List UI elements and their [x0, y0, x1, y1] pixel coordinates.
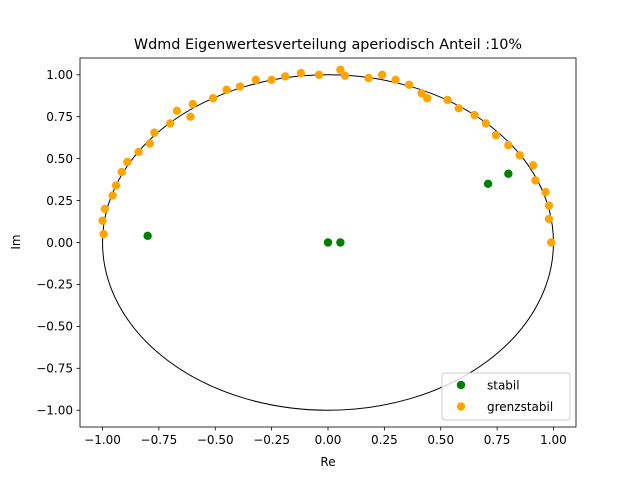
point-grenzstabil-13 — [188, 99, 197, 109]
point-grenzstabil-0 — [99, 229, 108, 239]
plot-content — [98, 65, 556, 411]
y-tick-label: −0.75 — [36, 362, 73, 376]
x-axis-title: Re — [320, 455, 335, 469]
point-grenzstabil-39 — [541, 187, 550, 197]
y-axis-title: Im — [9, 234, 23, 249]
x-tick-label: −1.00 — [84, 433, 121, 447]
point-stabil-4 — [504, 169, 513, 178]
y-tick-label: 0.75 — [46, 110, 73, 124]
point-grenzstabil-25 — [377, 70, 387, 79]
x-axis: −1.00 −0.75 −0.50 −0.25 0.00 0.25 0.50 0.75 1.00 — [84, 427, 567, 447]
legend-box — [441, 372, 571, 421]
point-grenzstabil-28 — [417, 89, 426, 98]
x-tick-label: 0.25 — [371, 433, 398, 447]
y-tick-label: −0.50 — [36, 320, 73, 334]
point-grenzstabil-19 — [280, 72, 290, 81]
legend: stabil grenzstabil — [441, 372, 571, 421]
point-stabil-2 — [336, 238, 345, 247]
point-grenzstabil-7 — [134, 147, 143, 157]
x-tick-label: −0.50 — [197, 433, 234, 447]
point-grenzstabil-8 — [145, 139, 155, 148]
legend-label-grenzstabil: grenzstabil — [487, 400, 553, 414]
plot-area — [79, 57, 577, 428]
point-grenzstabil-15 — [222, 85, 231, 95]
y-tick-label: 0.50 — [46, 152, 73, 166]
point-grenzstabil-9 — [150, 128, 159, 137]
x-tick-label: 1.00 — [540, 433, 567, 447]
point-grenzstabil-6 — [123, 157, 132, 167]
point-grenzstabil-36 — [515, 151, 524, 160]
x-tick-label: −0.25 — [253, 433, 290, 447]
point-grenzstabil-21 — [314, 70, 324, 79]
point-stabil-1 — [323, 238, 333, 247]
point-grenzstabil-33 — [481, 119, 491, 128]
y-axis: −1.00 −0.75 −0.50 −0.25 0.00 0.25 0.50 0.75 1.00 — [36, 68, 80, 418]
point-grenzstabil-27 — [404, 80, 414, 90]
y-tick-label: 0.25 — [46, 194, 73, 208]
y-tick-label: 0.00 — [46, 236, 73, 250]
point-grenzstabil-2 — [100, 204, 110, 214]
point-grenzstabil-16 — [235, 82, 245, 91]
y-tick-label: 1.00 — [46, 68, 73, 82]
series-stabil — [143, 169, 513, 247]
x-tick-label: 0.00 — [315, 433, 342, 447]
point-grenzstabil-23 — [340, 71, 350, 80]
point-grenzstabil-37 — [528, 161, 538, 170]
point-grenzstabil-41 — [544, 214, 554, 224]
point-grenzstabil-17 — [251, 75, 261, 85]
point-grenzstabil-31 — [454, 104, 463, 113]
point-grenzstabil-42 — [547, 238, 556, 247]
legend-label-stabil: stabil — [487, 378, 520, 392]
series-grenzstabil — [98, 65, 556, 247]
point-grenzstabil-12 — [186, 112, 195, 121]
x-tick-label: 0.50 — [427, 433, 454, 447]
point-grenzstabil-35 — [504, 141, 513, 150]
point-grenzstabil-18 — [267, 75, 276, 85]
x-tick-label: 0.75 — [484, 433, 511, 447]
y-tick-label: −0.25 — [36, 278, 73, 292]
point-grenzstabil-29 — [423, 94, 432, 103]
point-stabil-3 — [483, 179, 493, 188]
point-grenzstabil-11 — [172, 106, 182, 116]
point-grenzstabil-22 — [336, 65, 345, 74]
point-grenzstabil-5 — [117, 167, 126, 177]
chart-title: Wdmd Eigenwertesverteilung aperiodisch A… — [134, 37, 522, 53]
point-grenzstabil-20 — [296, 68, 306, 78]
legend-marker-stabil — [456, 380, 466, 390]
point-grenzstabil-3 — [108, 191, 117, 200]
y-tick-label: −1.00 — [36, 404, 73, 418]
x-tick-label: −0.75 — [141, 433, 178, 447]
point-grenzstabil-24 — [364, 73, 373, 83]
point-grenzstabil-14 — [208, 94, 218, 103]
point-grenzstabil-1 — [98, 216, 107, 225]
point-grenzstabil-30 — [443, 95, 452, 105]
point-grenzstabil-34 — [491, 130, 501, 140]
point-grenzstabil-4 — [111, 181, 121, 190]
point-grenzstabil-38 — [531, 176, 540, 185]
point-grenzstabil-32 — [470, 110, 479, 120]
point-grenzstabil-26 — [391, 75, 400, 85]
point-stabil-0 — [143, 231, 152, 240]
point-grenzstabil-10 — [165, 119, 175, 128]
legend-marker-grenzstabil — [456, 402, 466, 411]
point-grenzstabil-40 — [544, 201, 554, 210]
